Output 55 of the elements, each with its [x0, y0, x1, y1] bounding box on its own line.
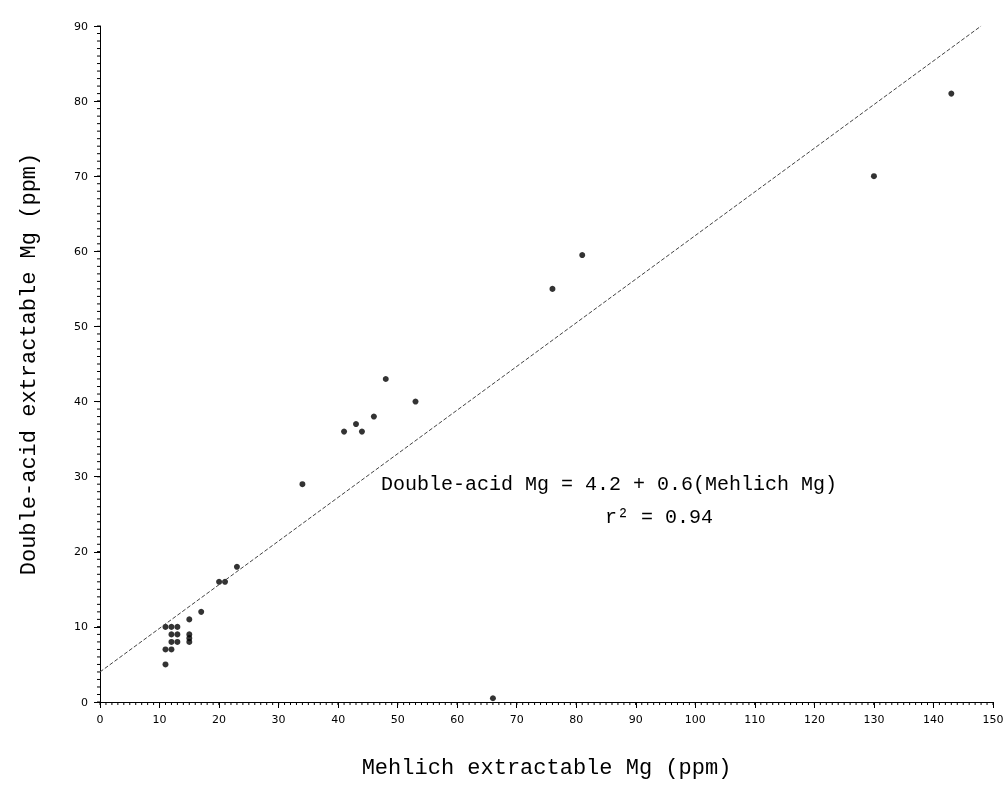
- point: [174, 631, 181, 638]
- x-tick-label: 50: [390, 713, 405, 726]
- point: [358, 428, 365, 435]
- y-tick-label: 70: [74, 169, 88, 183]
- point: [198, 608, 205, 615]
- y-tick-label: 30: [74, 470, 88, 484]
- y-tick-label: 90: [74, 19, 88, 33]
- point: [186, 616, 193, 623]
- point: [382, 376, 389, 383]
- point: [162, 646, 169, 653]
- x-axis-title: Mehlich extractable Mg (ppm): [361, 755, 732, 781]
- y-tick-label: 50: [74, 319, 88, 333]
- annotation: Double-acid Mg = 4.2 + 0.6(Mehlich Mg): [381, 472, 838, 496]
- point: [168, 646, 175, 653]
- x-tick-label: 80: [569, 713, 584, 726]
- x-tick-label: 120: [803, 713, 825, 726]
- y-tick-label: 20: [74, 545, 88, 559]
- point: [162, 661, 169, 668]
- point: [168, 631, 175, 638]
- y-tick-label: 40: [74, 395, 88, 409]
- y-axis-title: Double-acid extractable Mg (ppm): [16, 152, 42, 576]
- x-tick-label: 130: [863, 713, 885, 726]
- point: [353, 421, 359, 428]
- point: [168, 623, 175, 630]
- point: [174, 623, 181, 630]
- point: [579, 252, 586, 259]
- point: [168, 638, 175, 645]
- y-tick-label: 10: [74, 620, 88, 634]
- point: [370, 413, 377, 420]
- x-tick-label: 70: [509, 713, 524, 726]
- point: [489, 695, 496, 702]
- point: [233, 563, 240, 570]
- point: [549, 285, 556, 292]
- x-tick-label: 10: [152, 713, 167, 726]
- point: [948, 90, 955, 97]
- point: [174, 638, 181, 645]
- point: [299, 481, 306, 488]
- annotation: r² = 0.94: [605, 505, 714, 529]
- y-tick-label: 0: [81, 695, 88, 709]
- point: [341, 428, 348, 435]
- y-tick-label: 60: [74, 244, 88, 258]
- y-tick-label: 80: [74, 94, 88, 108]
- point: [870, 173, 877, 180]
- point: [216, 578, 223, 585]
- x-tick-label: 110: [744, 713, 766, 726]
- x-tick-label: 100: [684, 713, 706, 726]
- x-tick-label: 90: [628, 713, 643, 726]
- point: [412, 398, 419, 405]
- x-tick-label: 20: [212, 713, 227, 726]
- x-tick-label: 150: [982, 713, 1004, 726]
- x-tick-label: 0: [96, 713, 104, 726]
- x-tick-label: 40: [331, 713, 346, 726]
- x-tick-label: 60: [450, 713, 465, 726]
- x-tick-label: 140: [922, 713, 944, 726]
- x-tick-label: 30: [271, 713, 286, 726]
